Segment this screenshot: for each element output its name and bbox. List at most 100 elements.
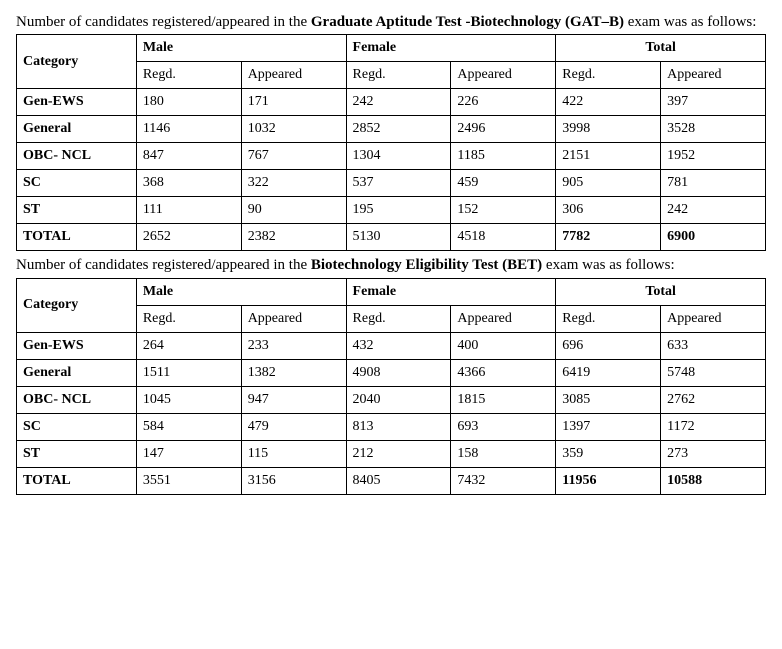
cell-male-appeared: 322 bbox=[241, 170, 346, 197]
cell-total-regd: 3085 bbox=[556, 386, 661, 413]
col-male-appeared: Appeared bbox=[241, 62, 346, 89]
cell-female-regd: 432 bbox=[346, 332, 451, 359]
cell-category: TOTAL bbox=[17, 467, 137, 494]
cell-female-appeared: 1185 bbox=[451, 143, 556, 170]
table-row: Gen-EWS264233432400696633 bbox=[17, 332, 766, 359]
cell-female-appeared: 158 bbox=[451, 440, 556, 467]
cell-male-appeared: 947 bbox=[241, 386, 346, 413]
table-row: ST11190195152306242 bbox=[17, 197, 766, 224]
cell-total-regd: 2151 bbox=[556, 143, 661, 170]
gatb-table: Category Male Female Total Regd. Appeare… bbox=[16, 34, 766, 251]
cell-female-appeared: 226 bbox=[451, 89, 556, 116]
cell-total-regd: 422 bbox=[556, 89, 661, 116]
cell-male-regd: 1146 bbox=[136, 116, 241, 143]
cell-total-appeared: 10588 bbox=[661, 467, 766, 494]
bet-tbody: Gen-EWS264233432400696633General15111382… bbox=[17, 332, 766, 494]
table-row: TOTAL35513156840574321195610588 bbox=[17, 467, 766, 494]
table-row: Gen-EWS180171242226422397 bbox=[17, 89, 766, 116]
gatb-tbody: Gen-EWS180171242226422397General11461032… bbox=[17, 89, 766, 251]
col-female: Female bbox=[346, 278, 556, 305]
cell-male-appeared: 3156 bbox=[241, 467, 346, 494]
cell-male-regd: 847 bbox=[136, 143, 241, 170]
cell-male-regd: 3551 bbox=[136, 467, 241, 494]
table-row: General114610322852249639983528 bbox=[17, 116, 766, 143]
cell-female-regd: 537 bbox=[346, 170, 451, 197]
bet-intro-suffix: exam was as follows: bbox=[542, 257, 674, 273]
cell-female-regd: 2852 bbox=[346, 116, 451, 143]
col-total-appeared: Appeared bbox=[661, 62, 766, 89]
col-female-regd: Regd. bbox=[346, 62, 451, 89]
cell-total-regd: 905 bbox=[556, 170, 661, 197]
cell-female-regd: 2040 bbox=[346, 386, 451, 413]
cell-total-appeared: 781 bbox=[661, 170, 766, 197]
gatb-header-row-1: Category Male Female Total bbox=[17, 35, 766, 62]
table-row: SC368322537459905781 bbox=[17, 170, 766, 197]
col-total-regd: Regd. bbox=[556, 62, 661, 89]
col-female: Female bbox=[346, 35, 556, 62]
cell-total-appeared: 633 bbox=[661, 332, 766, 359]
cell-female-appeared: 152 bbox=[451, 197, 556, 224]
table-row: TOTAL265223825130451877826900 bbox=[17, 224, 766, 251]
cell-female-appeared: 7432 bbox=[451, 467, 556, 494]
col-total: Total bbox=[556, 35, 766, 62]
cell-female-regd: 212 bbox=[346, 440, 451, 467]
cell-total-appeared: 3528 bbox=[661, 116, 766, 143]
col-male-appeared: Appeared bbox=[241, 305, 346, 332]
cell-male-regd: 264 bbox=[136, 332, 241, 359]
cell-total-regd: 7782 bbox=[556, 224, 661, 251]
table-row: SC58447981369313971172 bbox=[17, 413, 766, 440]
cell-category: Gen-EWS bbox=[17, 89, 137, 116]
col-category: Category bbox=[17, 278, 137, 332]
cell-female-regd: 4908 bbox=[346, 359, 451, 386]
cell-total-regd: 1397 bbox=[556, 413, 661, 440]
cell-category: General bbox=[17, 116, 137, 143]
cell-category: TOTAL bbox=[17, 224, 137, 251]
cell-category: SC bbox=[17, 413, 137, 440]
cell-female-appeared: 400 bbox=[451, 332, 556, 359]
cell-male-appeared: 2382 bbox=[241, 224, 346, 251]
cell-category: ST bbox=[17, 197, 137, 224]
cell-male-appeared: 1032 bbox=[241, 116, 346, 143]
col-category: Category bbox=[17, 35, 137, 89]
col-female-regd: Regd. bbox=[346, 305, 451, 332]
cell-total-appeared: 242 bbox=[661, 197, 766, 224]
table-row: ST147115212158359273 bbox=[17, 440, 766, 467]
col-female-appeared: Appeared bbox=[451, 305, 556, 332]
table-row: OBC- NCL8477671304118521511952 bbox=[17, 143, 766, 170]
cell-male-appeared: 767 bbox=[241, 143, 346, 170]
table-row: General151113824908436664195748 bbox=[17, 359, 766, 386]
cell-female-appeared: 4366 bbox=[451, 359, 556, 386]
cell-male-regd: 147 bbox=[136, 440, 241, 467]
gatb-intro-suffix: exam was as follows: bbox=[624, 14, 756, 30]
col-male: Male bbox=[136, 278, 346, 305]
cell-category: OBC- NCL bbox=[17, 143, 137, 170]
gatb-intro-prefix: Number of candidates registered/appeared… bbox=[16, 14, 311, 30]
cell-female-appeared: 693 bbox=[451, 413, 556, 440]
col-male-regd: Regd. bbox=[136, 62, 241, 89]
cell-male-appeared: 1382 bbox=[241, 359, 346, 386]
cell-male-appeared: 233 bbox=[241, 332, 346, 359]
cell-total-regd: 359 bbox=[556, 440, 661, 467]
cell-total-appeared: 1952 bbox=[661, 143, 766, 170]
cell-female-regd: 8405 bbox=[346, 467, 451, 494]
cell-total-regd: 306 bbox=[556, 197, 661, 224]
cell-male-appeared: 171 bbox=[241, 89, 346, 116]
cell-male-regd: 111 bbox=[136, 197, 241, 224]
cell-male-regd: 1045 bbox=[136, 386, 241, 413]
gatb-intro-bold: Graduate Aptitude Test -Biotechnology (G… bbox=[311, 14, 624, 30]
cell-male-regd: 1511 bbox=[136, 359, 241, 386]
cell-total-appeared: 273 bbox=[661, 440, 766, 467]
bet-table: Category Male Female Total Regd. Appeare… bbox=[16, 278, 766, 495]
cell-total-appeared: 2762 bbox=[661, 386, 766, 413]
cell-male-regd: 2652 bbox=[136, 224, 241, 251]
cell-female-appeared: 2496 bbox=[451, 116, 556, 143]
cell-total-regd: 6419 bbox=[556, 359, 661, 386]
col-total: Total bbox=[556, 278, 766, 305]
cell-category: ST bbox=[17, 440, 137, 467]
bet-intro: Number of candidates registered/appeared… bbox=[16, 255, 766, 275]
cell-male-appeared: 115 bbox=[241, 440, 346, 467]
table-row: OBC- NCL10459472040181530852762 bbox=[17, 386, 766, 413]
cell-male-regd: 368 bbox=[136, 170, 241, 197]
cell-category: General bbox=[17, 359, 137, 386]
col-total-appeared: Appeared bbox=[661, 305, 766, 332]
